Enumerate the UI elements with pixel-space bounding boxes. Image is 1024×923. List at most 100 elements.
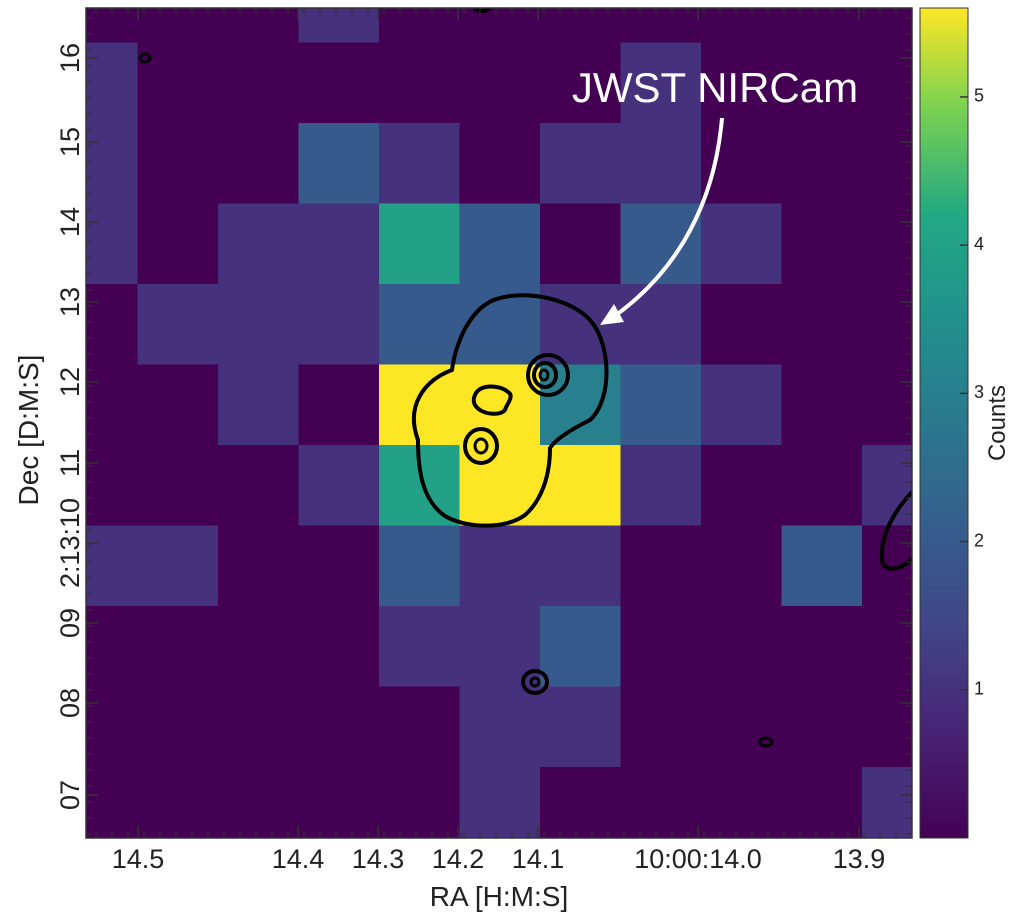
heatmap-cell (379, 123, 461, 205)
heatmap-cell (137, 364, 219, 446)
heatmap-cell (298, 767, 380, 838)
heatmap-cell (701, 8, 783, 44)
heatmap-cell (781, 686, 863, 768)
heatmap-cell (218, 767, 300, 838)
heatmap-cell (781, 8, 863, 44)
y-axis: 16 15 14 13 12 11 2:13:10 09 08 07 (55, 43, 912, 810)
heatmap-cell (218, 123, 300, 205)
heatmap-cell (620, 767, 702, 838)
heatmap-cell (701, 42, 783, 124)
y-tick-label: 13 (55, 287, 85, 317)
heatmap-cell (137, 284, 219, 366)
heatmap-cell (137, 525, 219, 607)
colorbar-ticks: 1 2 3 4 5 (960, 86, 984, 699)
heatmap-cell (379, 767, 461, 838)
contour-source-south-inner (529, 676, 541, 688)
heatmap-cell (459, 767, 541, 838)
heatmap-cell (218, 606, 300, 688)
contour-source-southeast (758, 736, 774, 748)
heatmap-cell (781, 284, 863, 366)
heatmap-cell (540, 284, 622, 366)
contour-peak-b-inner (473, 437, 489, 455)
contour-peak-a-outer (526, 353, 570, 397)
colorbar-tick-label: 2 (974, 530, 984, 550)
heatmap-cell (86, 123, 139, 205)
heatmap-cell (218, 445, 300, 527)
heatmap-cell (379, 686, 461, 768)
heatmap-cell (701, 686, 783, 768)
heatmap-cell (862, 767, 912, 838)
contour-peak-a-mid (532, 361, 558, 389)
heatmap-cell (379, 606, 461, 688)
contour-edge-east (879, 490, 912, 571)
heatmap-cell (862, 42, 912, 124)
heatmap-cell (862, 606, 912, 688)
heatmap-cell (862, 686, 912, 768)
heatmap-cell (86, 686, 139, 768)
heatmap-cell (218, 364, 300, 446)
heatmap-cell (781, 606, 863, 688)
contour-main (411, 293, 609, 528)
heatmap-cell (459, 8, 541, 44)
heatmap-cell (137, 606, 219, 688)
heatmap-cell (137, 8, 219, 44)
contour-peak-b-outer (463, 427, 499, 465)
heatmap-cell (781, 42, 863, 124)
heatmap-cell (701, 364, 783, 446)
y-tick-label: 07 (55, 780, 85, 810)
heatmap-cell (620, 525, 702, 607)
contour-source-northwest (138, 52, 152, 64)
annotation-arrowhead (600, 304, 624, 325)
heatmap-cell (781, 123, 863, 205)
heatmap-cell (298, 284, 380, 366)
heatmap-cell (781, 767, 863, 838)
x-tick-label: 14.3 (352, 844, 405, 874)
y-axis-title: Dec [D:M:S] (13, 355, 44, 506)
heatmap-cell (86, 364, 139, 446)
heatmap-cell (137, 767, 219, 838)
contour-source-south (521, 669, 549, 695)
heatmap-cell (540, 767, 622, 838)
y-tick-label: 14 (55, 207, 85, 237)
heatmap-cell (620, 606, 702, 688)
heatmap-cell (862, 8, 912, 44)
heatmap-cell (701, 284, 783, 366)
heatmap-cell (459, 203, 541, 285)
heatmap-cell (218, 284, 300, 366)
heatmap-cell (137, 686, 219, 768)
heatmap-cell (218, 686, 300, 768)
heatmap-cell (701, 445, 783, 527)
heatmap-cell (86, 203, 139, 285)
heatmap-cell (701, 767, 783, 838)
contour-overlay (138, 8, 912, 748)
x-axis-title: RA [H:M:S] (430, 881, 568, 912)
heatmap-cell (862, 203, 912, 285)
heatmap-cell (379, 8, 461, 44)
x-tick-label: 14.5 (112, 844, 165, 874)
heatmap-cell (620, 686, 702, 768)
heatmap-cell (701, 606, 783, 688)
heatmap-cell (781, 445, 863, 527)
heatmap-cell (379, 364, 461, 446)
heatmap-cell (298, 42, 380, 124)
heatmap-cell (862, 123, 912, 205)
y-tick-label: 12 (55, 367, 85, 397)
y-tick-label: 11 (55, 449, 85, 477)
heatmap-cell (86, 445, 139, 527)
y-tick-label: 15 (55, 127, 85, 157)
contour-edge-top (472, 8, 492, 13)
heatmap-cell (298, 445, 380, 527)
heatmap-cell (137, 203, 219, 285)
heatmap-cell (379, 525, 461, 607)
y-tick-label: 09 (55, 608, 85, 638)
contour-inner-blob (471, 384, 513, 416)
heatmap-cell (459, 123, 541, 205)
heatmap-cell (620, 42, 702, 124)
heatmap-cell (701, 525, 783, 607)
heatmap-cell (459, 686, 541, 768)
x-tick-label: 14.2 (432, 844, 485, 874)
heatmap-cell (218, 525, 300, 607)
heatmap-cell (298, 123, 380, 205)
heatmap-cell (540, 686, 622, 768)
